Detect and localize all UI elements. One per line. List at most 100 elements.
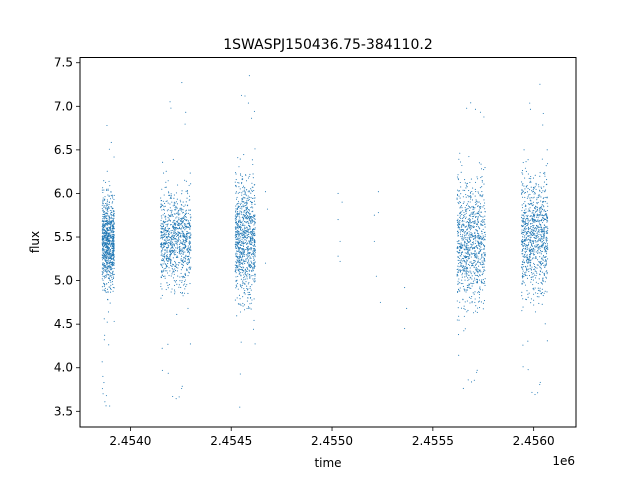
data-point [110,237,112,239]
data-point [461,235,464,237]
data-point [534,213,536,215]
data-point [525,237,527,239]
data-point [188,195,191,197]
data-point [189,245,192,247]
data-point [247,273,249,275]
data-point [542,222,544,224]
data-point [109,227,111,229]
data-point [103,262,106,265]
data-point [247,177,249,179]
data-point [460,260,462,262]
data-point [180,218,182,220]
data-point [459,261,462,263]
data-point [234,181,236,183]
data-point [105,233,107,235]
data-point [111,275,113,277]
data-point [107,232,109,234]
data-point [237,157,239,159]
data-point [240,304,242,306]
data-point [179,240,181,242]
data-point [104,334,106,336]
data-point [239,239,241,241]
data-point [246,257,249,259]
data-point [532,177,535,179]
data-point [244,235,246,237]
data-point [245,240,248,242]
data-point [462,202,464,205]
data-point [475,246,478,248]
data-point [246,203,248,205]
data-point [474,237,476,239]
data-point [527,223,529,225]
data-point [530,278,532,280]
data-point [109,253,111,255]
data-point [254,227,256,229]
data-point [521,229,523,231]
data-point [108,205,110,207]
data-point [478,242,480,244]
data-point [534,234,536,236]
data-point [162,266,164,268]
data-point [246,243,248,245]
data-point [185,225,187,227]
data-point [540,228,542,230]
data-point [250,257,252,259]
data-point [187,212,189,214]
data-point [112,197,114,199]
data-point [477,221,479,223]
data-point [522,162,524,164]
data-point [163,222,165,224]
data-point [540,196,542,198]
data-point [456,176,459,178]
data-point [528,260,530,262]
data-point [529,193,531,196]
data-point [246,216,248,218]
data-point [462,387,464,390]
data-point [104,240,106,242]
data-point [525,232,527,235]
data-point [171,244,173,246]
data-point [253,248,255,250]
data-point [250,253,252,255]
data-point [546,273,548,275]
data-point [179,232,181,234]
data-point [163,224,165,226]
data-point [248,232,250,234]
data-point [533,293,535,295]
data-point [246,229,248,231]
data-point [244,231,246,233]
data-point [244,216,246,218]
data-point [461,279,463,281]
data-point [164,232,166,234]
data-point [185,274,187,276]
data-point [472,208,474,210]
data-point [108,244,110,246]
data-point [237,266,239,268]
data-point [339,260,341,262]
data-point [162,247,164,249]
data-point [103,264,106,266]
data-point [529,239,531,241]
data-point [186,233,188,235]
data-point [178,286,180,288]
data-point [254,197,256,199]
data-point [249,248,251,250]
data-point [538,233,540,235]
data-point [113,240,115,242]
data-point [525,239,527,241]
data-point [160,234,162,237]
data-point [170,197,173,199]
data-point [107,234,110,236]
data-point [235,216,237,218]
data-point [523,256,525,258]
data-point [174,268,176,270]
data-point [108,201,110,204]
data-point [243,201,245,203]
data-point [160,283,162,285]
data-point [472,225,474,227]
data-point [461,251,463,253]
data-point [239,219,241,221]
data-point [107,241,109,243]
data-point [536,296,538,298]
data-point [534,221,536,223]
